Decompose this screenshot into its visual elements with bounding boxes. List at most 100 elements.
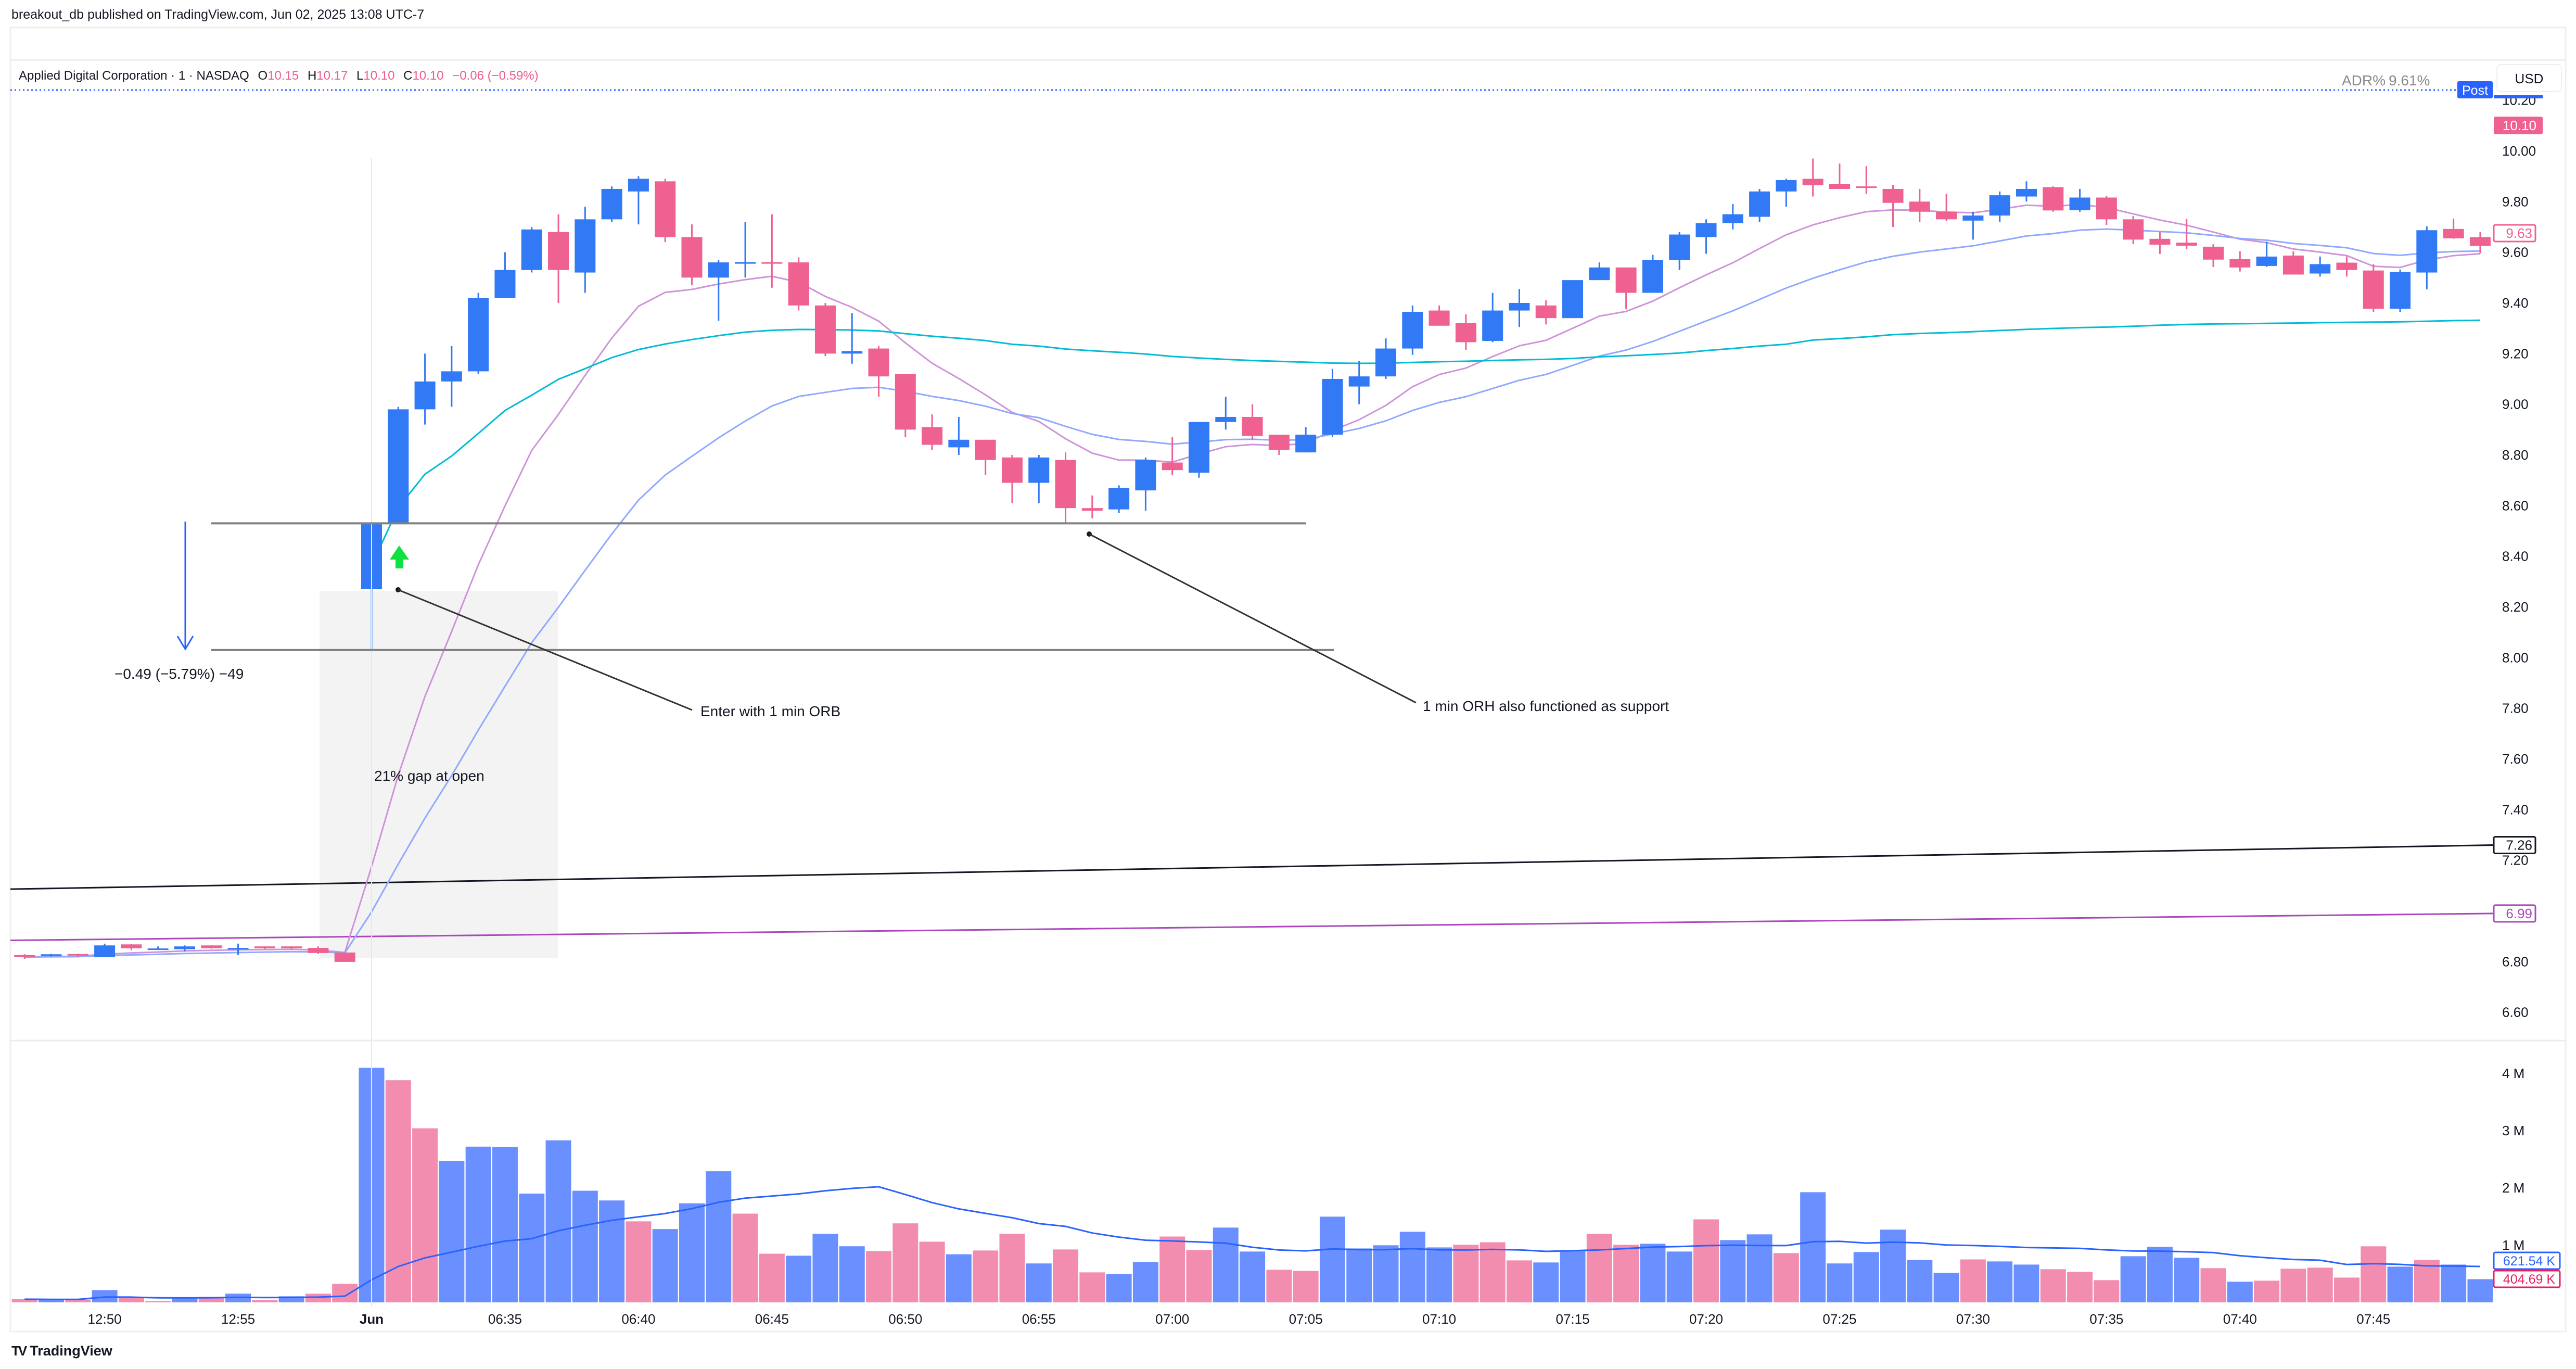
volume-bar bbox=[465, 1146, 491, 1302]
footer-brand[interactable]: TV TradingView bbox=[11, 1343, 112, 1359]
volume-bar bbox=[732, 1213, 758, 1302]
candle bbox=[2123, 216, 2144, 245]
candle bbox=[2443, 218, 2464, 239]
candle-body bbox=[841, 351, 863, 354]
volume-bar bbox=[1026, 1263, 1052, 1302]
candle-body bbox=[468, 298, 489, 372]
candle bbox=[1936, 194, 1957, 221]
candle bbox=[2203, 244, 2224, 267]
candle bbox=[1028, 454, 1050, 503]
last-price-tag bbox=[2493, 224, 2536, 243]
candle-body bbox=[681, 237, 703, 278]
candle bbox=[41, 954, 62, 957]
candle-body bbox=[2229, 259, 2251, 268]
publish-info: breakout_db published on TradingView.com… bbox=[11, 7, 425, 22]
price-tick-label: 7.60 bbox=[2502, 751, 2529, 767]
volume-bar bbox=[1880, 1229, 1906, 1302]
candle bbox=[1268, 435, 1290, 455]
volume-bar bbox=[1399, 1232, 1425, 1302]
candle-body bbox=[655, 181, 676, 237]
candle-body bbox=[922, 427, 943, 445]
candle-body bbox=[494, 270, 516, 298]
buy-signal-arrow-icon bbox=[390, 546, 409, 568]
volume-ma-line[interactable] bbox=[24, 1186, 2480, 1300]
candle-body bbox=[1535, 305, 1557, 319]
price-tick-label: 8.20 bbox=[2502, 599, 2529, 615]
open-label: O bbox=[258, 69, 268, 83]
candle-body bbox=[201, 945, 222, 948]
volume-bar bbox=[1533, 1262, 1559, 1302]
open-value: 10.15 bbox=[267, 69, 299, 83]
volume-bar bbox=[973, 1250, 999, 1302]
candle bbox=[94, 943, 116, 957]
volume-bar bbox=[1506, 1260, 1532, 1302]
post-badge-label: Post bbox=[2462, 83, 2488, 98]
candle-body bbox=[334, 952, 355, 962]
symbol-legend: Applied Digital Corporation · 1 · NASDAQ… bbox=[19, 69, 539, 83]
price-tick-label: 9.20 bbox=[2502, 346, 2529, 361]
symbol-name[interactable]: Applied Digital Corporation · 1 · NASDAQ bbox=[19, 69, 249, 83]
candle-body bbox=[1776, 180, 1797, 192]
candle-body bbox=[281, 946, 302, 948]
entry-callout-line[interactable] bbox=[398, 589, 693, 711]
currency-button[interactable] bbox=[2496, 64, 2562, 92]
volume-bar bbox=[1960, 1259, 1986, 1302]
gap-highlight-box[interactable] bbox=[320, 591, 558, 958]
candle-body bbox=[948, 439, 970, 448]
candle bbox=[121, 944, 142, 950]
volume-bar bbox=[1426, 1247, 1452, 1302]
candle-body bbox=[254, 946, 275, 948]
volume-bar bbox=[1853, 1252, 1879, 1302]
candle-body bbox=[708, 262, 729, 278]
volume-bar bbox=[1586, 1234, 1612, 1302]
candle bbox=[1749, 188, 1770, 222]
candle bbox=[975, 439, 996, 475]
candle-body bbox=[1749, 191, 1770, 217]
vwap-line[interactable] bbox=[371, 319, 2480, 566]
candle-body bbox=[174, 946, 195, 949]
volume-bar bbox=[1640, 1244, 1666, 1302]
entry-callout-text[interactable]: Enter with 1 min ORB bbox=[700, 703, 840, 719]
candle-body bbox=[1402, 311, 1423, 349]
candle-body bbox=[2336, 262, 2357, 270]
candle-body bbox=[308, 948, 329, 953]
time-tick-label: 07:35 bbox=[2089, 1311, 2123, 1327]
volume-bar bbox=[545, 1140, 571, 1302]
candle-body bbox=[735, 262, 756, 264]
volume-bar bbox=[2040, 1269, 2066, 1302]
chart-frame bbox=[9, 27, 2567, 1333]
daily-ma-line[interactable] bbox=[10, 912, 2493, 941]
candle bbox=[227, 943, 249, 955]
candle-body bbox=[1722, 214, 1743, 223]
candle bbox=[201, 945, 222, 949]
candle-body bbox=[2363, 270, 2384, 309]
candle-body bbox=[2043, 187, 2064, 211]
candle-body bbox=[1669, 234, 1690, 260]
candle-body bbox=[761, 262, 783, 264]
candle bbox=[1829, 163, 1850, 189]
candle-body bbox=[441, 371, 462, 382]
daily-ma-line[interactable] bbox=[10, 844, 2493, 890]
candle-body bbox=[521, 229, 542, 270]
volume-bar bbox=[2200, 1268, 2226, 1302]
candle bbox=[1856, 166, 1877, 194]
volume-bar bbox=[118, 1297, 144, 1302]
candle bbox=[1562, 280, 1584, 319]
time-tick-label: 06:50 bbox=[888, 1311, 922, 1327]
support-callout-text[interactable]: 1 min ORH also functioned as support bbox=[1423, 698, 1669, 714]
candle-body bbox=[1375, 348, 1397, 377]
candle-body bbox=[975, 439, 996, 460]
time-tick-label: 07:05 bbox=[1289, 1311, 1323, 1327]
volume-bar bbox=[332, 1284, 358, 1302]
support-callout-line[interactable] bbox=[1089, 533, 1417, 704]
gap-note-text[interactable]: 21% gap at open bbox=[374, 768, 484, 784]
candle-body bbox=[414, 381, 436, 410]
candle bbox=[388, 407, 409, 524]
volume-bar bbox=[1079, 1272, 1105, 1302]
volume-bar bbox=[572, 1190, 598, 1302]
volume-bar bbox=[519, 1194, 545, 1302]
change-value: −0.06 (−0.59%) bbox=[452, 69, 539, 83]
volume-bar bbox=[679, 1203, 705, 1302]
candle-body bbox=[548, 232, 569, 270]
